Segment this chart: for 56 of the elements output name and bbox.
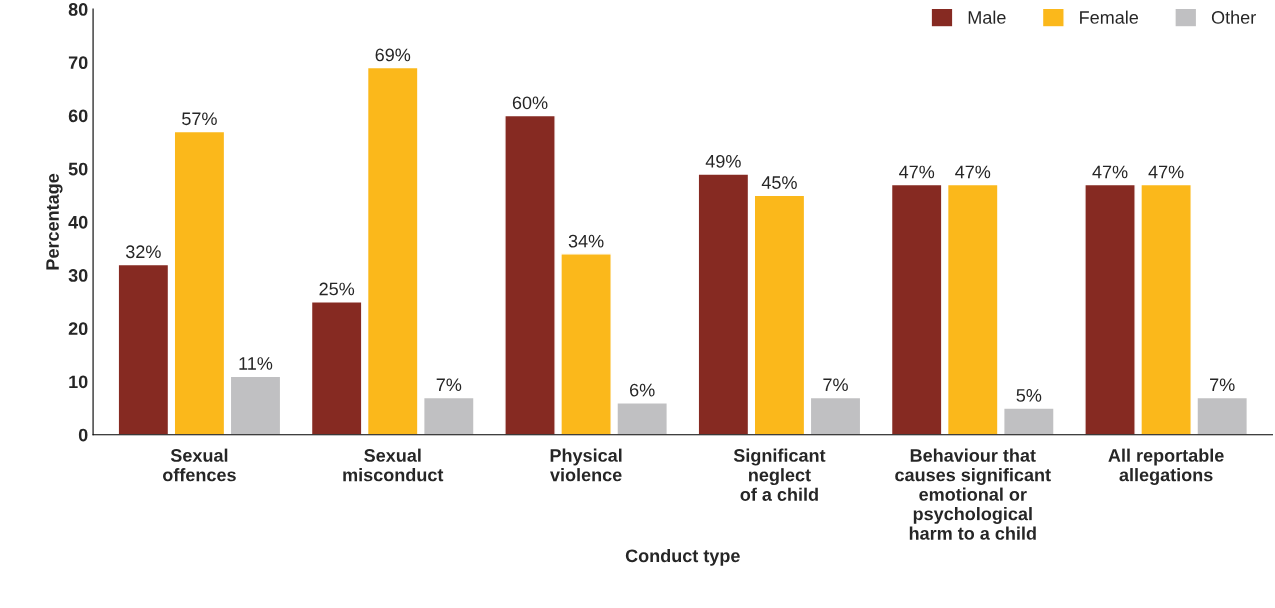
x-tick-label: All reportable allegations — [1108, 448, 1224, 485]
y-tick-label: 80 — [68, 3, 88, 16]
bar — [422, 396, 475, 435]
data-label: 47% — [1148, 165, 1184, 179]
data-label: 7% — [436, 378, 462, 392]
bar — [1140, 183, 1192, 435]
data-label: 49% — [705, 154, 741, 168]
data-label: 69% — [375, 48, 411, 62]
y-tick-label: 20 — [68, 322, 88, 336]
bar — [560, 253, 612, 435]
bar — [229, 375, 282, 435]
bar — [890, 183, 943, 435]
data-label: 7% — [823, 378, 848, 392]
bar — [173, 130, 226, 435]
y-tick-label: 0 — [78, 428, 88, 442]
y-axis-title: Percentage — [46, 173, 63, 270]
bar — [697, 173, 750, 435]
bar — [809, 396, 862, 435]
legend-label: Female — [1080, 10, 1139, 24]
data-label: 11% — [239, 357, 273, 370]
bar — [117, 263, 170, 435]
bar — [616, 402, 668, 435]
legend-label: Male — [968, 10, 1006, 24]
y-tick-label: 30 — [68, 269, 88, 282]
bar — [366, 66, 419, 435]
y-tick-label: 60 — [68, 109, 88, 123]
bar — [753, 194, 806, 435]
x-tick-label: Behaviour that causes significant emotional or psychological harm to a child — [895, 448, 1051, 540]
y-tick-label: 40 — [68, 215, 88, 229]
y-tick-label: 10 — [69, 375, 88, 389]
data-label: 47% — [1092, 165, 1128, 179]
x-axis-title: Conduct type — [625, 548, 740, 566]
bar — [310, 301, 363, 435]
data-label: 60% — [512, 96, 548, 110]
data-label: 6% — [630, 383, 655, 397]
bar — [504, 114, 556, 435]
data-label: 45% — [761, 176, 797, 189]
y-tick-label: 50 — [68, 162, 88, 176]
x-tick-label: Sexual offences — [163, 448, 236, 482]
data-label: 5% — [1016, 389, 1042, 402]
data-label: 25% — [319, 282, 355, 296]
legend-label: Other — [1211, 10, 1256, 24]
bar — [1084, 183, 1136, 435]
data-label: 34% — [568, 234, 604, 248]
data-label: 57% — [182, 112, 217, 126]
data-label: 32% — [125, 245, 161, 259]
data-label: 47% — [899, 165, 935, 179]
bar — [1003, 407, 1055, 435]
bar — [1196, 396, 1249, 435]
x-tick-label: Sexual misconduct — [343, 448, 444, 482]
data-label: 7% — [1210, 378, 1235, 392]
x-tick-label: Significant neglect of a child — [733, 448, 826, 501]
bar — [946, 183, 999, 435]
x-tick-label: Physical violence — [550, 448, 622, 482]
y-tick-label: 70 — [68, 56, 88, 70]
data-label: 47% — [955, 165, 991, 179]
